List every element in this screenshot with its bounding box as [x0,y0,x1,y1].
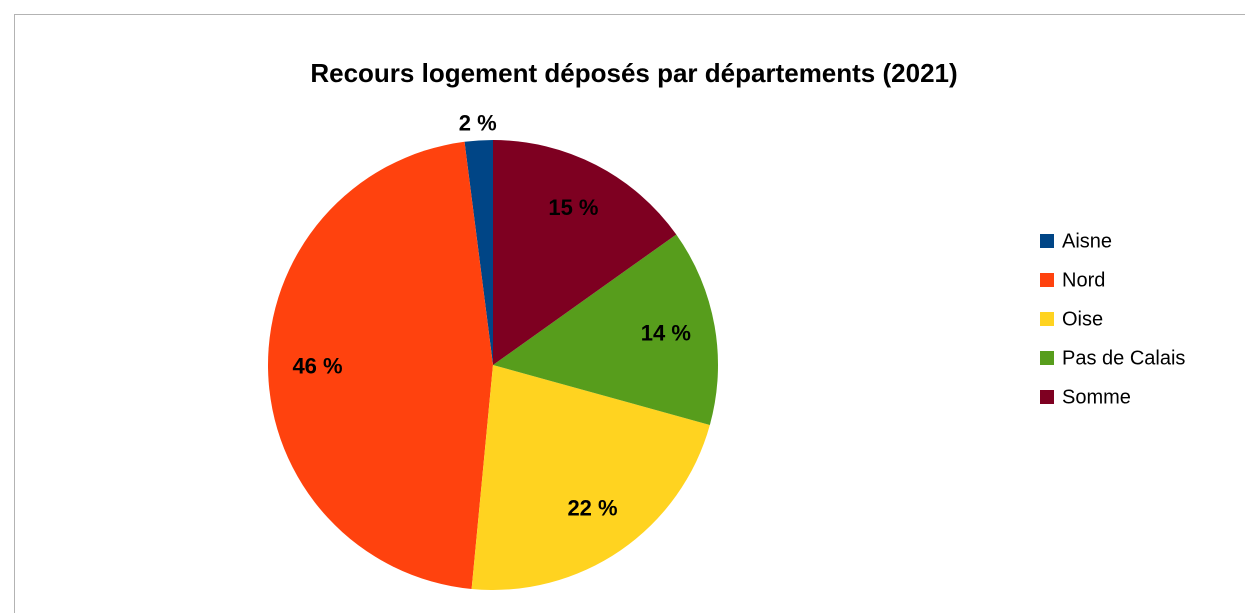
data-label: 2 % [459,110,497,135]
data-label: 46 % [292,354,342,379]
legend-swatch [1040,390,1054,404]
data-label: 15 % [548,195,598,220]
legend-label: Aisne [1062,230,1112,252]
pie-slice [493,234,719,425]
legend-label: Pas de Calais [1062,347,1185,369]
pie-slice [471,365,710,591]
chart-title: Recours logement déposés par département… [310,58,957,88]
legend-label: Nord [1062,269,1105,291]
pie-slice [493,140,677,365]
data-label: 22 % [567,495,617,520]
legend-swatch [1040,312,1054,326]
pie-slice [464,140,493,365]
legend-label: Oise [1062,308,1103,330]
pie-slice [267,141,493,589]
legend-swatch [1040,351,1054,365]
legend-swatch [1040,273,1054,287]
legend-swatch [1040,234,1054,248]
legend-label: Somme [1062,386,1131,408]
data-label: 14 % [641,320,691,345]
